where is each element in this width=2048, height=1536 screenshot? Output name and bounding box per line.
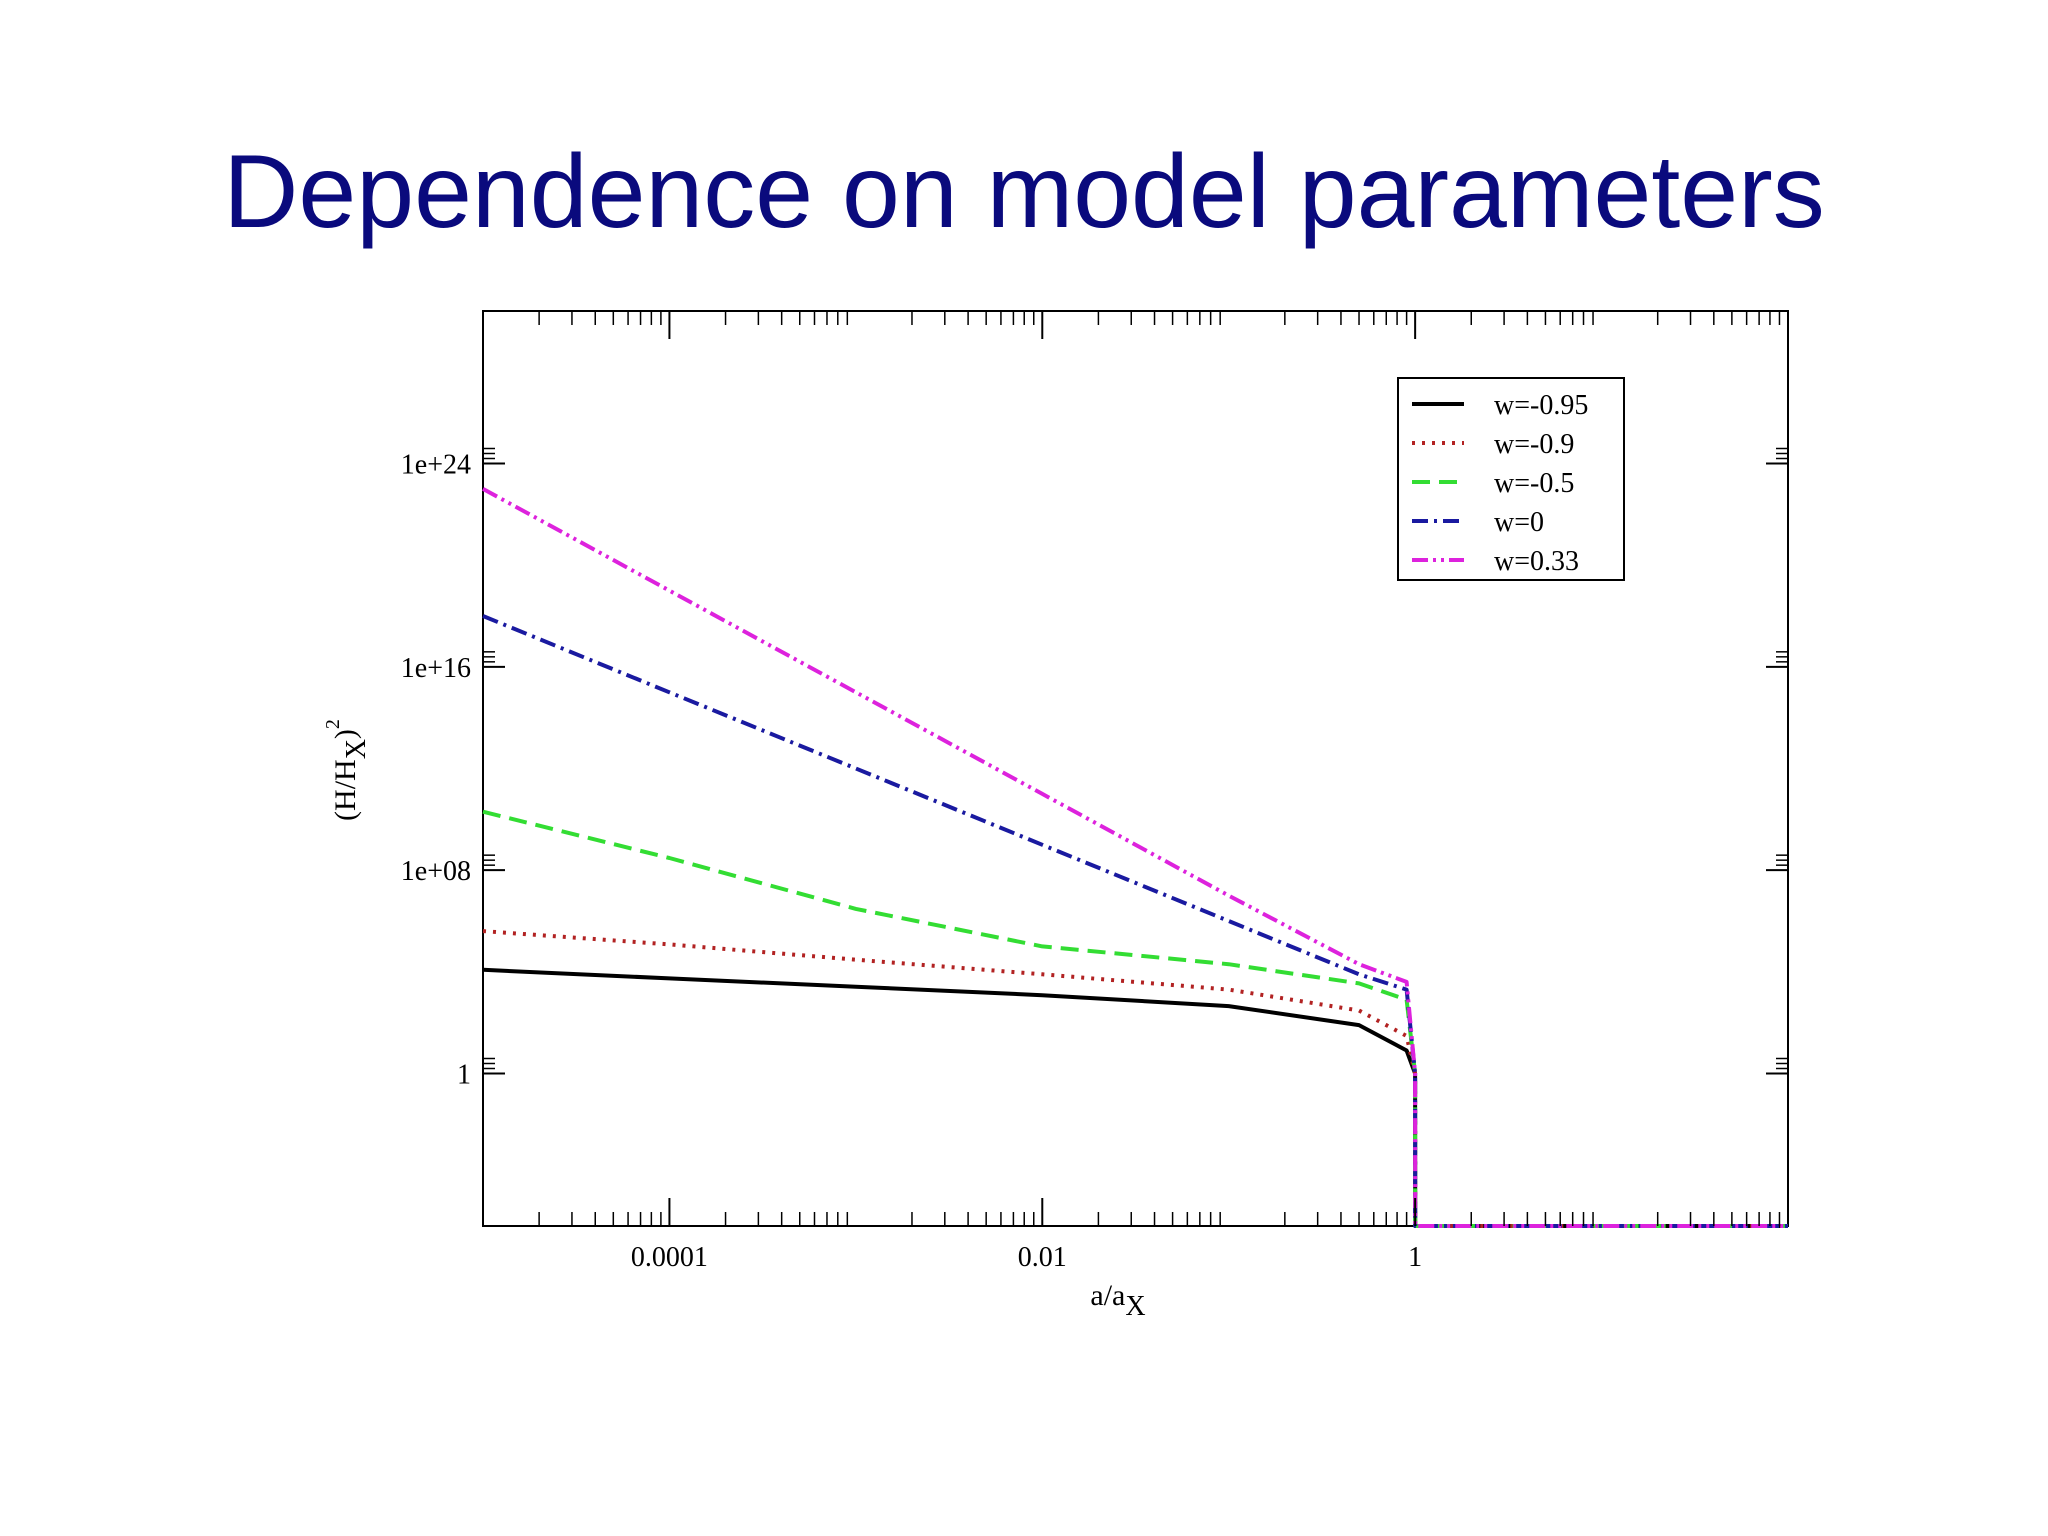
series-line-3 <box>482 614 1788 1228</box>
series-line-4 <box>482 487 1788 1228</box>
legend-label-1: w=-0.9 <box>1494 429 1574 460</box>
y-tick-label: 1e+24 <box>401 450 471 481</box>
legend-label-2: w=-0.5 <box>1494 468 1574 499</box>
x-tick-label: 0.0001 <box>631 1242 708 1273</box>
x-axis-label: a/aX <box>1090 1279 1145 1322</box>
y-tick-label: 1e+16 <box>401 653 471 684</box>
legend-label-3: w=0 <box>1494 507 1544 538</box>
x-tick-label: 1 <box>1408 1242 1422 1273</box>
series-line-0 <box>482 967 1788 1228</box>
series-line-2 <box>482 809 1788 1228</box>
y-tick-label: 1e+08 <box>401 856 471 887</box>
x-tick-label: 0.01 <box>1018 1242 1067 1273</box>
y-tick-label: 1 <box>457 1060 471 1091</box>
legend-label-0: w=-0.95 <box>1494 390 1588 421</box>
y-axis-label: (H/HX)2 <box>322 719 372 821</box>
plot-frame <box>482 310 1789 1227</box>
legend-box <box>1397 377 1625 581</box>
series-line-1 <box>482 929 1788 1228</box>
legend-label-4: w=0.33 <box>1494 546 1579 577</box>
slide-title: Dependence on model parameters <box>223 134 1825 250</box>
